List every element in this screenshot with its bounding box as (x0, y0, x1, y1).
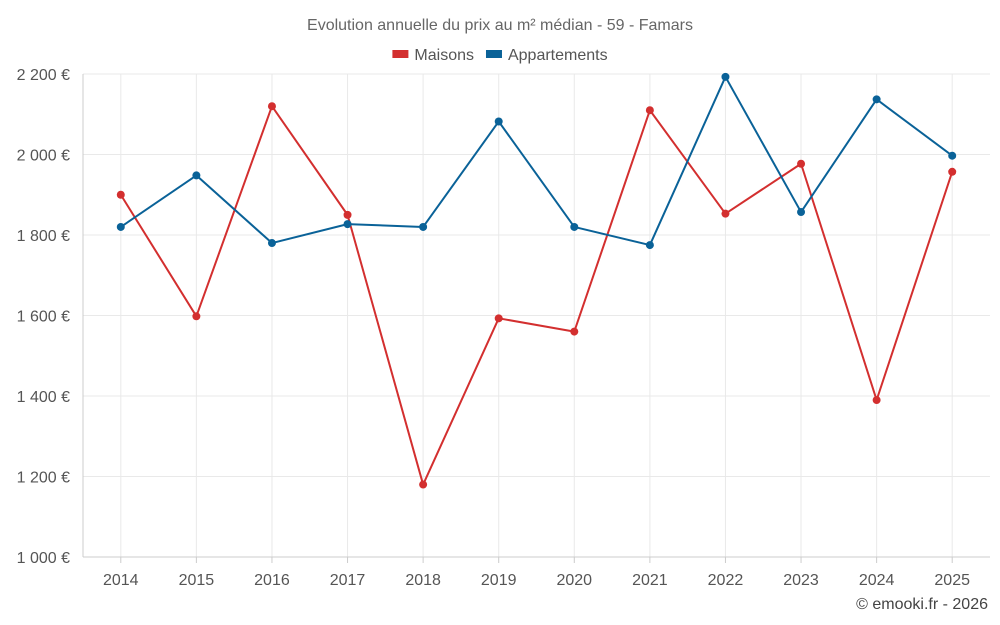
data-point-appartements[interactable] (494, 117, 503, 126)
legend-label: Maisons (414, 47, 474, 64)
legend[interactable]: Maisons Appartements (392, 47, 608, 64)
x-tick-label: 2017 (330, 572, 366, 589)
x-tick-label: 2020 (556, 572, 592, 589)
data-point-maisons[interactable] (872, 396, 881, 405)
axes: 1 000 € 1 200 € 1 400 € 1 600 € 1 800 € 2 000… (17, 67, 990, 589)
legend-item-maisons[interactable]: Maisons (392, 47, 474, 64)
x-tick-label: 2022 (708, 572, 744, 589)
data-point-appartements[interactable] (948, 151, 957, 160)
data-point-appartements[interactable] (116, 222, 125, 231)
chart-title: Evolution annuelle du prix au m² médian … (307, 17, 693, 34)
data-point-appartements[interactable] (645, 241, 654, 250)
data-point-maisons[interactable] (948, 167, 957, 176)
x-tick-label: 2016 (254, 572, 290, 589)
data-point-appartements[interactable] (267, 239, 276, 248)
data-point-maisons[interactable] (721, 209, 730, 218)
data-point-maisons[interactable] (570, 327, 579, 336)
series-line-appartements (120, 75, 953, 247)
data-point-maisons[interactable] (267, 102, 276, 111)
data-point-appartements[interactable] (192, 171, 201, 180)
data-point-appartements[interactable] (570, 222, 579, 231)
x-tick-label: 2018 (405, 572, 441, 589)
data-point-maisons[interactable] (494, 314, 503, 323)
y-tick-label: 2 000 € (17, 148, 70, 165)
y-tick-label: 1 200 € (17, 470, 70, 487)
y-tick-label: 1 800 € (17, 228, 70, 245)
series-layer (116, 72, 957, 489)
y-tick-label: 1 000 € (17, 550, 70, 567)
x-tick-label: 2023 (783, 572, 819, 589)
grid (83, 73, 990, 557)
legend-item-appartements[interactable]: Appartements (485, 47, 608, 64)
x-tick-label: 2014 (103, 572, 139, 589)
legend-label: Appartements (508, 47, 608, 64)
data-point-maisons[interactable] (116, 190, 125, 199)
data-point-maisons[interactable] (343, 210, 352, 219)
data-point-appartements[interactable] (797, 208, 806, 217)
data-point-appartements[interactable] (343, 220, 352, 229)
data-point-maisons[interactable] (419, 480, 428, 489)
series-line-maisons (119, 105, 954, 486)
data-point-maisons[interactable] (797, 159, 806, 168)
x-tick-label: 2025 (934, 572, 970, 589)
x-tick-label: 2024 (859, 572, 895, 589)
y-tick-label: 1 400 € (17, 389, 70, 406)
legend-swatch (392, 50, 409, 58)
credit-text: © emooki.fr - 2026 (856, 596, 988, 613)
legend-swatch (485, 50, 502, 58)
x-tick-label: 2019 (481, 572, 517, 589)
x-tick-label: 2021 (632, 572, 668, 589)
data-point-appartements[interactable] (872, 95, 881, 104)
data-point-appartements[interactable] (419, 222, 428, 231)
data-point-maisons[interactable] (192, 312, 201, 321)
data-point-maisons[interactable] (645, 106, 654, 115)
data-point-appartements[interactable] (721, 72, 730, 81)
x-tick-label: 2015 (179, 572, 215, 589)
y-tick-label: 1 600 € (17, 309, 70, 326)
y-tick-label: 2 200 € (17, 67, 70, 84)
